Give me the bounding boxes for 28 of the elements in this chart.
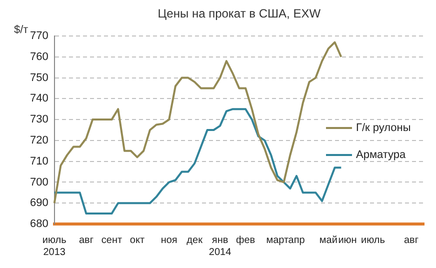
x-tick-label: фев — [236, 234, 256, 246]
x-tick-label: янв 2014 — [208, 234, 232, 258]
x-tick-label: апр — [288, 234, 306, 246]
y-tick-label: 730 — [30, 114, 48, 126]
y-tick-label: 720 — [30, 134, 48, 146]
y-tick-label: 680 — [30, 218, 48, 230]
y-tick-label: 770 — [30, 30, 48, 42]
y-tick-label: 710 — [30, 155, 48, 168]
x-tick-label: дек — [186, 234, 204, 246]
y-tick-label: 760 — [30, 50, 48, 63]
x-tick-label: ноя — [160, 234, 178, 246]
y-tick-label: 740 — [30, 92, 48, 105]
legend-label: Арматура — [356, 149, 407, 162]
x-tick-label: сент — [101, 234, 122, 246]
x-tick-label: март — [266, 234, 290, 246]
y-tick-label: 700 — [30, 176, 48, 188]
x-tick-label: июль 2013 — [42, 234, 66, 258]
x-tick-label: авг — [404, 234, 419, 246]
x-tick-label: июн — [338, 234, 357, 246]
legend-label: Г/к рулоны — [356, 122, 411, 134]
chart-title: Цены на прокат в США, EXW — [158, 6, 322, 20]
y-axis-title: $/т — [14, 24, 28, 36]
x-tick-label: июль — [361, 234, 385, 246]
x-tick-label: авг — [78, 234, 94, 246]
x-tick-label: окт — [130, 234, 145, 246]
y-tick-label: 690 — [30, 197, 48, 210]
y-tick-label: 750 — [30, 72, 48, 84]
x-tick-label: май — [319, 234, 338, 246]
